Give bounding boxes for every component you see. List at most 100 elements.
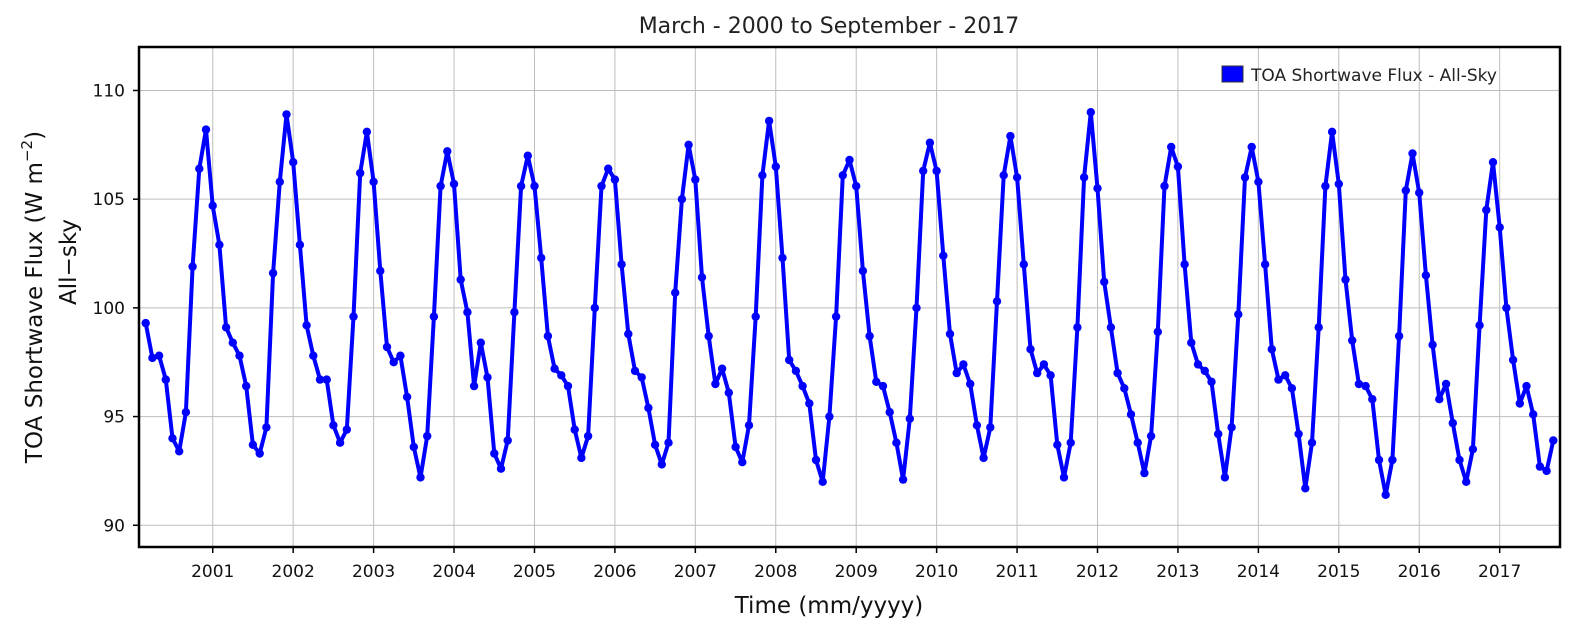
- data-point: [610, 175, 620, 184]
- data-point: [845, 155, 854, 165]
- data-point: [1046, 371, 1055, 380]
- data-point: [1100, 277, 1109, 286]
- data-point: [570, 425, 579, 434]
- data-point: [858, 266, 868, 276]
- data-point: [684, 140, 693, 149]
- data-point: [1019, 260, 1028, 269]
- data-point: [181, 408, 191, 417]
- y-tick-label: 110: [93, 81, 125, 101]
- data-point: [1435, 395, 1444, 404]
- data-point: [1113, 368, 1122, 378]
- legend-label: TOA Shortwave Flux - All-Sky: [1250, 66, 1497, 86]
- data-point: [1441, 379, 1451, 389]
- legend-swatch: [1221, 65, 1244, 83]
- data-point: [1053, 440, 1062, 449]
- data-point: [1415, 188, 1424, 197]
- data-point: [778, 253, 787, 263]
- data-point: [1334, 179, 1344, 189]
- x-tick-label: 2004: [432, 562, 475, 582]
- data-point: [1502, 303, 1511, 313]
- data-point: [1079, 173, 1089, 182]
- data-point: [195, 164, 204, 173]
- legend: TOA Shortwave Flux - All-Sky: [1221, 65, 1497, 86]
- data-point: [919, 166, 928, 176]
- x-tick-label: 2011: [995, 562, 1038, 582]
- data-point: [1354, 379, 1364, 389]
- data-point: [530, 181, 539, 191]
- data-point: [664, 438, 673, 447]
- data-point: [168, 434, 177, 443]
- data-point: [731, 442, 740, 452]
- data-point: [275, 177, 284, 186]
- data-point: [1549, 436, 1558, 445]
- data-point: [1240, 173, 1250, 182]
- x-tick-label: 2005: [513, 562, 556, 582]
- data-point: [1126, 410, 1136, 419]
- series-layer: [141, 108, 1558, 499]
- data-point: [469, 381, 479, 391]
- data-point: [423, 431, 432, 441]
- data-point: [630, 366, 640, 376]
- data-point: [550, 364, 559, 373]
- data-point: [322, 375, 331, 384]
- data-point: [798, 381, 807, 391]
- data-point: [818, 477, 827, 486]
- data-point: [268, 268, 278, 278]
- x-tick-label: 2010: [915, 562, 958, 582]
- data-point: [335, 438, 345, 447]
- data-point: [838, 171, 847, 180]
- data-point: [302, 321, 311, 330]
- data-point: [1542, 466, 1551, 476]
- x-axis-ticks: 2001 2002 2003 2004 2005 2006 2007 2008 2009 2010…: [191, 547, 1521, 582]
- x-tick-label: 2009: [835, 562, 878, 582]
- data-point: [1301, 484, 1310, 493]
- data-point: [1247, 142, 1256, 152]
- data-point: [1348, 336, 1357, 345]
- data-point: [1321, 181, 1330, 191]
- data-point: [523, 151, 532, 160]
- y-axis-label: TOA Shortwave Flux (W m−2): [18, 131, 48, 464]
- data-point: [905, 414, 914, 423]
- data-point: [1220, 473, 1230, 482]
- data-point: [476, 338, 485, 347]
- data-point: [1374, 455, 1384, 465]
- data-point: [831, 312, 841, 321]
- data-point: [878, 381, 888, 391]
- data-point: [644, 403, 653, 413]
- data-point: [758, 171, 767, 180]
- y-axis-label-close: ): [22, 131, 48, 140]
- data-point: [892, 438, 901, 447]
- data-point: [1073, 323, 1082, 332]
- data-point: [805, 399, 814, 408]
- data-point: [972, 421, 982, 430]
- data-point: [583, 431, 593, 441]
- data-point: [141, 318, 150, 328]
- data-point: [966, 379, 975, 389]
- data-point: [577, 453, 586, 463]
- data-point: [1394, 331, 1404, 341]
- data-point: [624, 329, 633, 339]
- y-axis-label-group: TOA Shortwave Flux (W m−2): [18, 131, 48, 464]
- data-point: [1026, 345, 1035, 354]
- data-point: [637, 373, 646, 382]
- data-point: [1401, 186, 1411, 195]
- data-point: [262, 423, 271, 432]
- data-point: [825, 412, 834, 421]
- data-point: [369, 177, 378, 186]
- data-point: [912, 303, 921, 313]
- data-point: [1529, 410, 1538, 419]
- data-point: [1341, 275, 1350, 284]
- data-point: [235, 351, 244, 360]
- data-point: [188, 262, 197, 271]
- data-point: [376, 266, 385, 276]
- x-tick-label: 2012: [1076, 562, 1119, 582]
- data-point: [738, 458, 747, 467]
- data-point: [1006, 131, 1015, 141]
- data-point: [999, 171, 1008, 180]
- data-point: [872, 377, 881, 386]
- data-point: [248, 440, 258, 449]
- data-point: [1515, 399, 1525, 408]
- chart-title: March - 2000 to September - 2017: [639, 14, 1020, 39]
- data-point: [161, 375, 170, 384]
